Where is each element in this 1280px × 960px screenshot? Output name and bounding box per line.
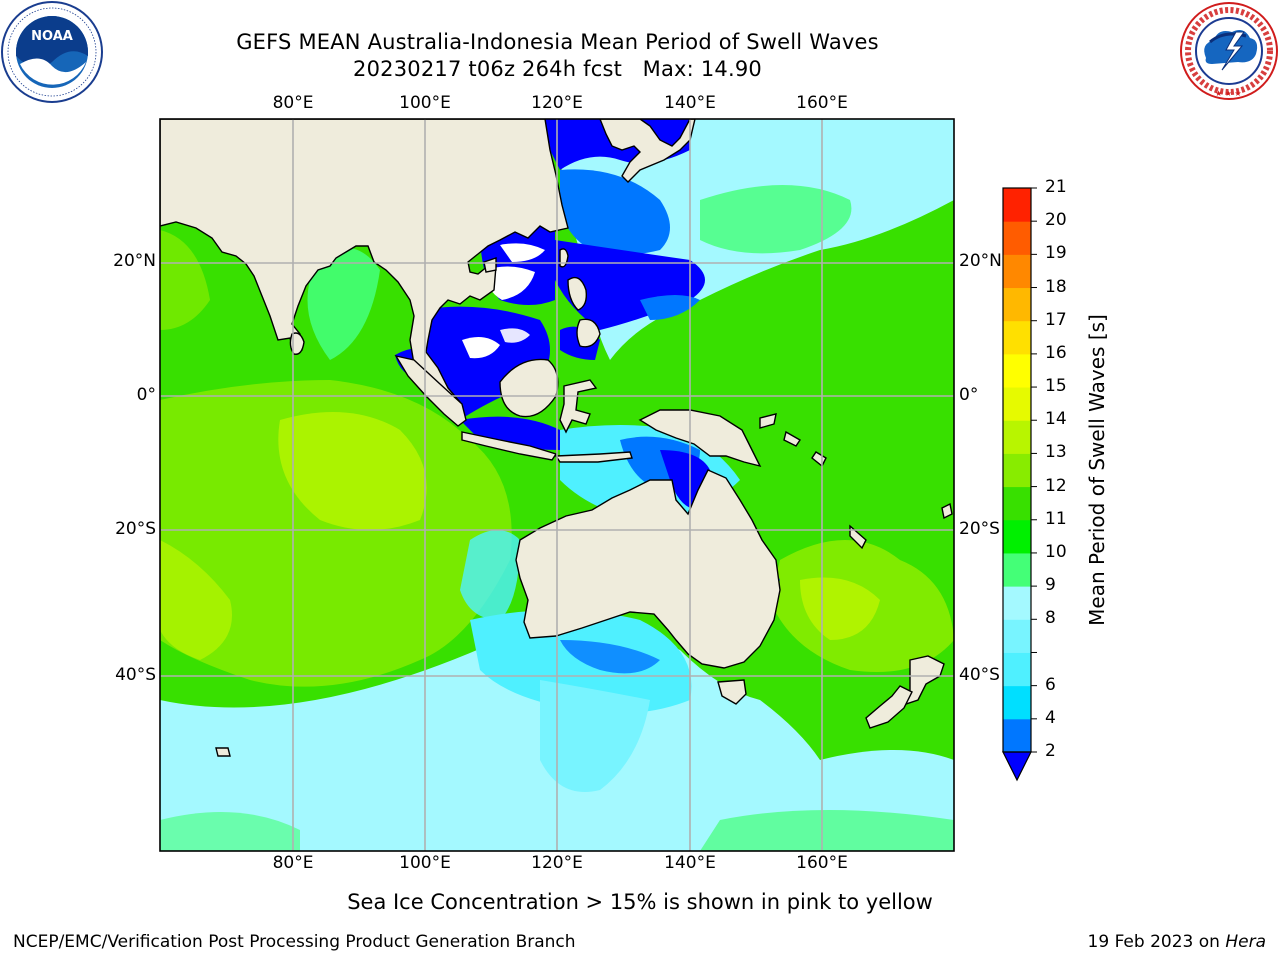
lat-label-left-40s: 40°S (115, 665, 156, 685)
colorbar-bin (1003, 353, 1031, 388)
footer-date: 19 Feb 2023 on Hera (1088, 932, 1266, 952)
colorbar-bin (1003, 486, 1031, 521)
colorbar-tick-label: 21 (1045, 177, 1067, 197)
colorbar-tick-label: 6 (1045, 674, 1056, 695)
footer-credit: NCEP/EMC/Verification Post Processing Pr… (13, 932, 576, 952)
colorbar-bin (1003, 453, 1031, 488)
colorbar-tick-label: 4 (1045, 707, 1056, 728)
lat-label-right-20n: 20°N (959, 251, 1002, 271)
colorbar-tick-label: 15 (1045, 376, 1067, 397)
colorbar-tick-label: 19 (1045, 243, 1067, 264)
swell-period-field (160, 119, 954, 851)
lon-label-top-100e: 100°E (399, 93, 451, 113)
sea-ice-caption: Sea Ice Concentration > 15% is shown in … (347, 890, 933, 914)
colorbar-frame (1002, 187, 1032, 753)
map-subtitle: 20230217 t06z 264h fcst Max: 14.90 (353, 57, 762, 81)
colorbar-bin (1003, 188, 1031, 222)
colorbar-tick-label: 17 (1045, 309, 1067, 330)
colorbar-bin (1003, 718, 1031, 753)
colorbar-tick-label: 14 (1045, 409, 1067, 430)
lat-label-right-40s: 40°S (959, 665, 1000, 685)
lon-label-top-80e: 80°E (272, 93, 314, 113)
footer-date-text: 19 Feb 2023 on (1087, 932, 1226, 952)
lon-label-bottom-140e: 140°E (664, 853, 716, 873)
noaa-logo: NOAA (1, 1, 103, 103)
lon-label-bottom-160e: 160°E (796, 853, 848, 873)
lon-label-bottom-120e: 120°E (531, 853, 583, 873)
colorbar-tick-label: 10 (1045, 541, 1067, 562)
lat-label-right-0: 0° (959, 385, 979, 405)
lat-label-right-20s: 20°S (959, 519, 1000, 539)
colorbar-bin (1003, 221, 1031, 255)
colorbar-bin (1003, 652, 1031, 687)
map-title: GEFS MEAN Australia-Indonesia Mean Perio… (236, 30, 879, 54)
nws-logo: ★ ★ ★ (1180, 2, 1278, 100)
graticule (160, 119, 954, 851)
colorbar-bin (1003, 552, 1031, 587)
colorbar-bin (1003, 586, 1031, 620)
colorbar-tick-label: 20 (1045, 210, 1067, 231)
landmass (160, 119, 953, 757)
lon-label-bottom-80e: 80°E (272, 853, 314, 873)
map-frame (159, 118, 955, 852)
colorbar-bin (1003, 619, 1031, 653)
colorbar-under-arrow (1002, 751, 1032, 782)
colorbar-tick-label: 9 (1045, 575, 1056, 596)
lat-label-left-20n: 20°N (113, 251, 156, 271)
lon-label-top-160e: 160°E (796, 93, 848, 113)
noaa-logo-text: NOAA (31, 29, 73, 44)
colorbar-bin (1003, 287, 1031, 322)
colorbar-bin (1003, 519, 1031, 554)
colorbar-tick-label: 16 (1045, 342, 1067, 363)
colorbar-tick-label: 11 (1045, 508, 1067, 529)
colorbar-bin (1003, 387, 1031, 421)
footer-host: Hera (1225, 932, 1266, 952)
colorbar-bin (1003, 254, 1031, 289)
lon-label-bottom-100e: 100°E (399, 853, 451, 873)
svg-text:★ ★ ★: ★ ★ ★ (1215, 89, 1242, 98)
colorbar-bin (1003, 320, 1031, 355)
colorbar-label: Mean Period of Swell Waves [s] (1085, 314, 1109, 626)
colorbar-tick-label: 12 (1045, 475, 1067, 496)
lat-label-left-20s: 20°S (115, 519, 156, 539)
colorbar-bin (1003, 420, 1031, 454)
colorbar-bin (1003, 685, 1031, 720)
colorbar-tick-label: 13 (1045, 442, 1067, 463)
lon-label-top-140e: 140°E (664, 93, 716, 113)
lon-label-top-120e: 120°E (531, 93, 583, 113)
colorbar-tick-label: 8 (1045, 608, 1056, 629)
colorbar-tick-label: 2 (1045, 741, 1056, 761)
colorbar-tick-label: 18 (1045, 276, 1067, 297)
colorbar (1002, 187, 1037, 782)
lat-label-left-0: 0° (136, 385, 156, 405)
